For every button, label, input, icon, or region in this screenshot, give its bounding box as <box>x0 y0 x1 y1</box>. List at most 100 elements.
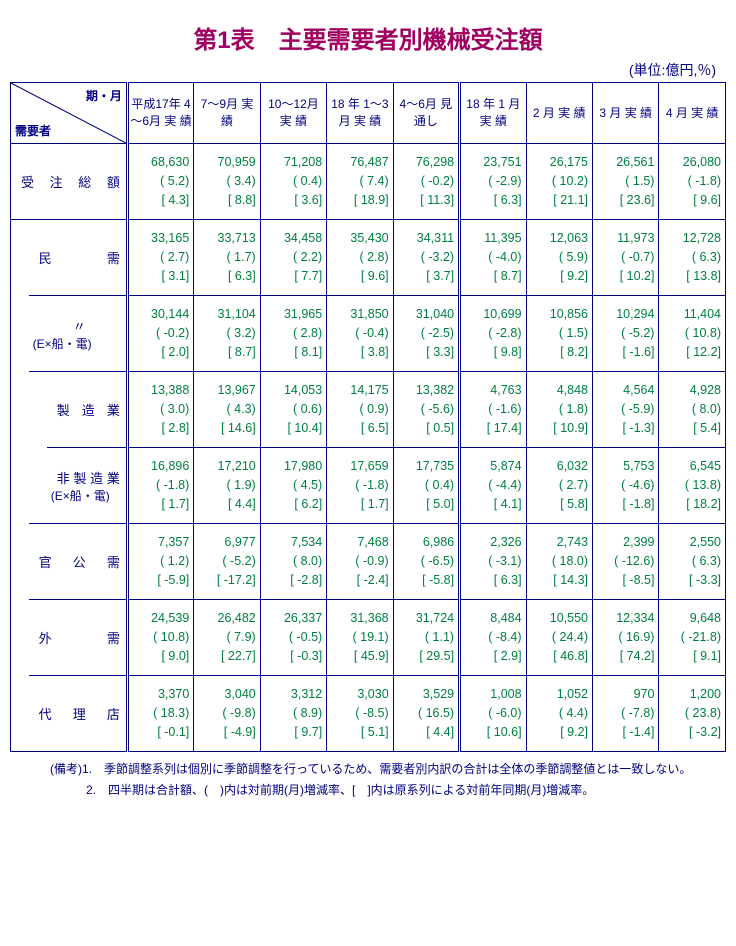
data-cell: 6,977 ( -5.2) [ -17.2] <box>194 524 260 600</box>
data-cell: 6,986 ( -6.5) [ -5.8] <box>393 524 459 600</box>
data-cell: 31,965 ( 2.8) [ 8.1] <box>260 296 326 372</box>
data-cell: 26,080 ( -1.8) [ 9.6] <box>659 144 726 220</box>
data-cell: 8,484 ( -8.4) [ 2.9] <box>460 600 526 676</box>
row-label-nonmfg: 非 製 造 業 (E×船・電) <box>47 448 128 524</box>
data-cell: 7,357 ( 1.2) [ -5.9] <box>127 524 193 600</box>
indent-cell <box>11 220 29 296</box>
row-label-gov: 官 公 需 <box>29 524 128 600</box>
row-label-foreign: 外 需 <box>29 600 128 676</box>
data-cell: 14,053 ( 0.6) [ 10.4] <box>260 372 326 448</box>
data-cell: 1,008 ( -6.0) [ 10.6] <box>460 676 526 752</box>
data-cell: 17,735 ( 0.4) [ 5.0] <box>393 448 459 524</box>
note-2: 2. 四半期は合計額、( )内は対前期(月)増減率、[ ]内は原系列による対前年… <box>86 781 726 798</box>
data-cell: 4,763 ( -1.6) [ 17.4] <box>460 372 526 448</box>
indent-cell <box>11 372 29 448</box>
data-cell: 2,326 ( -3.1) [ 6.3] <box>460 524 526 600</box>
data-cell: 3,040 ( -9.8) [ -4.9] <box>194 676 260 752</box>
notes: (備考) 1. 季節調整系列は個別に季節調整を行っているため、需要者別内訳の合計… <box>10 760 726 798</box>
data-cell: 31,724 ( 1.1) [ 29.5] <box>393 600 459 676</box>
data-cell: 23,751 ( -2.9) [ 6.3] <box>460 144 526 220</box>
row-label-total: 受 注 総 額 <box>11 144 128 220</box>
indent-cell <box>11 676 29 752</box>
data-cell: 33,165 ( 2.7) [ 3.1] <box>127 220 193 296</box>
col-m1: 18 年 1 月 実 績 <box>460 83 526 144</box>
col-q3: 10～12月 実 績 <box>260 83 326 144</box>
data-cell: 2,743 ( 18.0) [ 14.3] <box>526 524 592 600</box>
data-cell: 71,208 ( 0.4) [ 3.6] <box>260 144 326 220</box>
table-row: 外 需 24,539 ( 10.8) [ 9.0]26,482 ( 7.9) [… <box>11 600 726 676</box>
data-cell: 14,175 ( 0.9) [ 6.5] <box>327 372 393 448</box>
indent-cell-2 <box>29 372 47 448</box>
data-cell: 3,312 ( 8.9) [ 9.7] <box>260 676 326 752</box>
data-cell: 34,458 ( 2.2) [ 7.7] <box>260 220 326 296</box>
col-q2f: 4～6月 見通し <box>393 83 459 144</box>
data-cell: 13,967 ( 4.3) [ 14.6] <box>194 372 260 448</box>
data-cell: 12,334 ( 16.9) [ 74.2] <box>593 600 659 676</box>
data-cell: 13,388 ( 3.0) [ 2.8] <box>127 372 193 448</box>
note-1: 1. 季節調整系列は個別に季節調整を行っているため、需要者別内訳の合計は全体の季… <box>82 760 726 777</box>
data-cell: 26,561 ( 1.5) [ 23.6] <box>593 144 659 220</box>
data-cell: 5,753 ( -4.6) [ -1.8] <box>593 448 659 524</box>
col-m2: 2 月 実 績 <box>526 83 592 144</box>
col-h17-q1: 平成17年 4～6月 実 績 <box>127 83 193 144</box>
data-cell: 10,856 ( 1.5) [ 8.2] <box>526 296 592 372</box>
data-cell: 4,848 ( 1.8) [ 10.9] <box>526 372 592 448</box>
data-cell: 17,980 ( 4.5) [ 6.2] <box>260 448 326 524</box>
data-cell: 10,550 ( 24.4) [ 46.8] <box>526 600 592 676</box>
data-cell: 11,395 ( -4.0) [ 8.7] <box>460 220 526 296</box>
data-cell: 3,030 ( -8.5) [ 5.1] <box>327 676 393 752</box>
data-cell: 4,928 ( 8.0) [ 5.4] <box>659 372 726 448</box>
data-cell: 24,539 ( 10.8) [ 9.0] <box>127 600 193 676</box>
data-cell: 76,298 ( -0.2) [ 11.3] <box>393 144 459 220</box>
data-cell: 17,659 ( -1.8) [ 1.7] <box>327 448 393 524</box>
notes-tag: (備考) <box>50 760 82 777</box>
data-cell: 3,529 ( 16.5) [ 4.4] <box>393 676 459 752</box>
data-cell: 31,040 ( -2.5) [ 3.3] <box>393 296 459 372</box>
data-cell: 9,648 ( -21.8) [ 9.1] <box>659 600 726 676</box>
indent-cell <box>11 448 29 524</box>
data-cell: 26,482 ( 7.9) [ 22.7] <box>194 600 260 676</box>
data-cell: 6,032 ( 2.7) [ 5.8] <box>526 448 592 524</box>
data-cell: 1,052 ( 4.4) [ 9.2] <box>526 676 592 752</box>
col-m3: 3 月 実 績 <box>593 83 659 144</box>
data-cell: 35,430 ( 2.8) [ 9.6] <box>327 220 393 296</box>
data-cell: 4,564 ( -5.9) [ -1.3] <box>593 372 659 448</box>
data-cell: 17,210 ( 1.9) [ 4.4] <box>194 448 260 524</box>
data-cell: 12,063 ( 5.9) [ 9.2] <box>526 220 592 296</box>
row-label-agent: 代 理 店 <box>29 676 128 752</box>
col-m4: 4 月 実 績 <box>659 83 726 144</box>
data-cell: 31,368 ( 19.1) [ 45.9] <box>327 600 393 676</box>
data-cell: 10,294 ( -5.2) [ -1.6] <box>593 296 659 372</box>
data-cell: 10,699 ( -2.8) [ 9.8] <box>460 296 526 372</box>
unit-label: (単位:億円,％) <box>10 60 716 80</box>
data-cell: 31,104 ( 3.2) [ 8.7] <box>194 296 260 372</box>
data-cell: 2,399 ( -12.6) [ -8.5] <box>593 524 659 600</box>
data-cell: 12,728 ( 6.3) [ 13.8] <box>659 220 726 296</box>
data-cell: 26,337 ( -0.5) [ -0.3] <box>260 600 326 676</box>
table-row: 非 製 造 業 (E×船・電) 16,896 ( -1.8) [ 1.7]17,… <box>11 448 726 524</box>
data-cell: 7,468 ( -0.9) [ -2.4] <box>327 524 393 600</box>
row-label-mfg: 製 造 業 <box>47 372 128 448</box>
indent-cell <box>11 524 29 600</box>
data-cell: 1,200 ( 23.8) [ -3.2] <box>659 676 726 752</box>
table-row: 受 注 総 額 68,630 ( 5.2) [ 4.3]70,959 ( 3.4… <box>11 144 726 220</box>
data-cell: 30,144 ( -0.2) [ 2.0] <box>127 296 193 372</box>
table-row: 民 需 33,165 ( 2.7) [ 3.1]33,713 ( 1.7) [ … <box>11 220 726 296</box>
data-cell: 6,545 ( 13.8) [ 18.2] <box>659 448 726 524</box>
row-label-minju: 民 需 <box>29 220 128 296</box>
data-cell: 68,630 ( 5.2) [ 4.3] <box>127 144 193 220</box>
table-title: 第1表 主要需要者別機械受注額 <box>10 20 726 55</box>
data-cell: 970 ( -7.8) [ -1.4] <box>593 676 659 752</box>
indent-cell-2 <box>29 448 47 524</box>
data-cell: 33,713 ( 1.7) [ 6.3] <box>194 220 260 296</box>
table-row: 官 公 需 7,357 ( 1.2) [ -5.9]6,977 ( -5.2) … <box>11 524 726 600</box>
indent-cell <box>11 600 29 676</box>
table-row: 代 理 店 3,370 ( 18.3) [ -0.1]3,040 ( -9.8)… <box>11 676 726 752</box>
diag-bottom-label: 需要者 <box>15 122 51 139</box>
data-cell: 16,896 ( -1.8) [ 1.7] <box>127 448 193 524</box>
data-table: 期・月 需要者 平成17年 4～6月 実 績 7～9月 実 績 10～12月 実… <box>10 82 726 752</box>
data-cell: 76,487 ( 7.4) [ 18.9] <box>327 144 393 220</box>
table-row: 製 造 業 13,388 ( 3.0) [ 2.8]13,967 ( 4.3) … <box>11 372 726 448</box>
table-body: 受 注 総 額 68,630 ( 5.2) [ 4.3]70,959 ( 3.4… <box>11 144 726 752</box>
data-cell: 7,534 ( 8.0) [ -2.8] <box>260 524 326 600</box>
